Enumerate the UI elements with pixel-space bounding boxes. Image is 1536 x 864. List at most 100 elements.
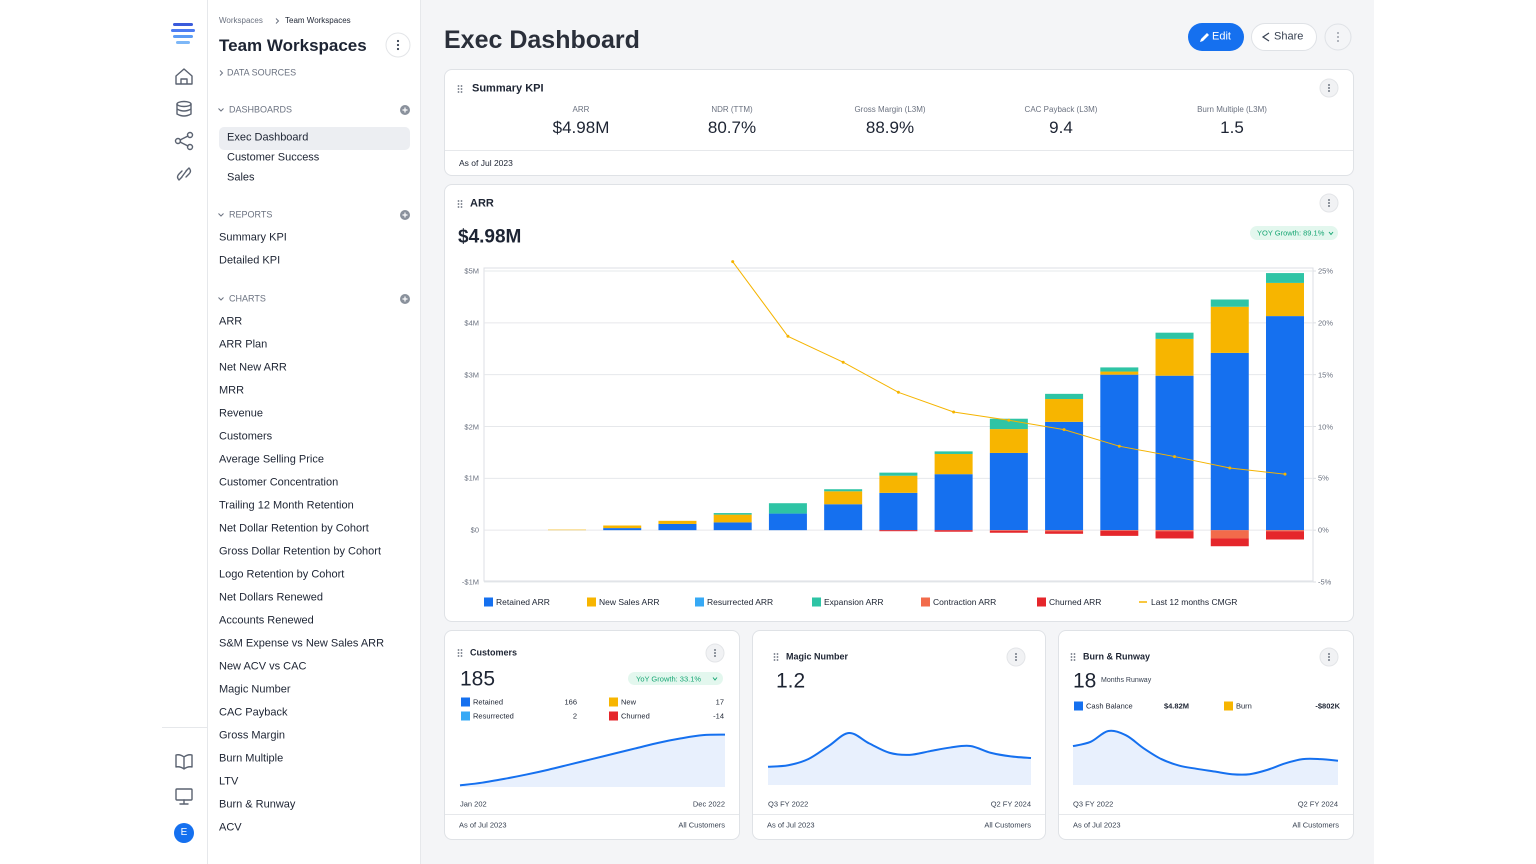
- line-point: [1007, 418, 1011, 422]
- nav-item[interactable]: Magic Number: [219, 683, 291, 696]
- legend-label: Churned ARR: [1049, 596, 1102, 607]
- nav-item[interactable]: Revenue: [219, 407, 264, 420]
- drag-handle-dot: [457, 200, 460, 202]
- database-icon[interactable]: [176, 100, 192, 117]
- edit-label[interactable]: Edit: [1212, 30, 1231, 43]
- nav-item[interactable]: Burn & Runway: [219, 798, 296, 811]
- menu-dot: [1015, 653, 1017, 655]
- summary-kpi-card: [444, 69, 1354, 176]
- legend-label: Burn: [1236, 701, 1252, 711]
- bar-segment: [713, 513, 752, 515]
- monitor-icon[interactable]: [175, 788, 193, 805]
- nav-item[interactable]: Customers: [219, 430, 273, 443]
- y-tick-label: $5M: [464, 266, 479, 276]
- bar-segment: [879, 530, 918, 532]
- section-title[interactable]: REPORTS: [229, 209, 273, 220]
- share-icon: [1261, 32, 1270, 42]
- drag-handle-dot: [1070, 659, 1073, 661]
- nav-item[interactable]: ARR: [219, 315, 243, 328]
- nav-item[interactable]: Trailing 12 Month Retention: [219, 499, 354, 512]
- avatar-letter[interactable]: E: [180, 827, 188, 838]
- nav-item[interactable]: Net Dollars Renewed: [219, 591, 323, 604]
- x-label: Q3 FY 2022: [1073, 799, 1114, 809]
- nav-item[interactable]: ARR Plan: [219, 338, 268, 351]
- bar-segment: [603, 528, 642, 531]
- y-tick-label: -$1M: [461, 577, 479, 587]
- line-point: [952, 410, 956, 414]
- area: [1073, 730, 1338, 785]
- bar-segment: [1100, 374, 1139, 531]
- drag-handle-dot: [776, 659, 779, 661]
- legend-value: 166: [564, 697, 577, 707]
- nav-item[interactable]: Gross Margin: [219, 729, 286, 742]
- kpi-label: Burn Multiple (L3M): [1197, 105, 1267, 115]
- bar-segment: [1155, 375, 1194, 531]
- chevron: [218, 213, 224, 217]
- line-point: [1173, 455, 1177, 459]
- nav-item[interactable]: Exec Dashboard: [227, 131, 309, 144]
- link-icon[interactable]: [176, 167, 192, 181]
- workspace-title: Team Workspaces: [219, 35, 367, 55]
- active-item: [219, 127, 410, 150]
- drag-handle-dot: [773, 656, 776, 658]
- share-icon[interactable]: [174, 131, 194, 151]
- nav-item[interactable]: Logo Retention by Cohort: [219, 568, 345, 581]
- legend-label: Last 12 months CMGR: [1151, 596, 1238, 607]
- nav-item[interactable]: Detailed KPI: [219, 254, 281, 267]
- home-icon[interactable]: [175, 68, 193, 85]
- bar-segment: [934, 453, 973, 475]
- nav-item[interactable]: Net Dollar Retention by Cohort: [219, 522, 369, 535]
- menu-dot: [1015, 656, 1017, 658]
- breadcrumb-link[interactable]: Workspaces: [219, 16, 263, 26]
- section-title[interactable]: DASHBOARDS: [229, 104, 293, 115]
- section-title[interactable]: CHARTS: [229, 293, 266, 304]
- y-tick-label: $2M: [464, 422, 479, 431]
- bar-segment: [658, 520, 697, 524]
- bar-segment: [989, 530, 1028, 531]
- nav-item[interactable]: LTV: [219, 775, 239, 788]
- drag-handle-dot: [773, 653, 776, 655]
- kpi-value: 9.4: [1049, 117, 1073, 137]
- bar-segment: [1155, 332, 1194, 339]
- kpi-label: ARR: [572, 105, 590, 115]
- legend-label: Expansion ARR: [824, 596, 884, 607]
- nav-item[interactable]: Average Selling Price: [219, 453, 324, 466]
- nav-item[interactable]: Gross Dollar Retention by Cohort: [219, 545, 382, 558]
- nav-item[interactable]: Burn Multiple: [219, 752, 284, 765]
- card-title: Burn & Runway: [1083, 651, 1151, 662]
- edit-button[interactable]: [1188, 23, 1244, 51]
- bar-segment: [1210, 299, 1249, 307]
- y-tick-label: $0: [470, 525, 479, 535]
- book-icon[interactable]: [175, 754, 193, 770]
- nav-item[interactable]: Summary KPI: [219, 231, 287, 244]
- nav-item[interactable]: Customer Success: [227, 151, 320, 164]
- nav-item[interactable]: MRR: [219, 384, 245, 397]
- nav-item[interactable]: New ACV vs CAC: [219, 660, 307, 673]
- nav-item[interactable]: Accounts Renewed: [219, 614, 314, 627]
- y2-tick-label: 15%: [1318, 370, 1334, 380]
- card-footer: All Customers: [678, 820, 725, 830]
- add-icon: [402, 296, 408, 302]
- legend-label: Cash Balance: [1086, 701, 1133, 711]
- avatar[interactable]: [174, 823, 194, 843]
- nav-item[interactable]: Sales: [227, 171, 255, 184]
- y2-tick-label: 5%: [1318, 473, 1329, 483]
- share-label[interactable]: Share: [1274, 30, 1304, 43]
- nav-item[interactable]: CAC Payback: [219, 706, 288, 719]
- card-footer-divider: [753, 814, 1045, 815]
- y-tick-label: $1M: [464, 473, 479, 483]
- x-label: Q3 FY 2022: [768, 799, 809, 809]
- bar-segment: [1210, 306, 1249, 353]
- nav-item[interactable]: ACV: [219, 821, 242, 834]
- line-point: [1117, 444, 1121, 448]
- chevron: [218, 108, 224, 112]
- card-footer-divider: [1059, 814, 1353, 815]
- bar-segment: [1210, 530, 1249, 539]
- menu-dot: [714, 652, 716, 654]
- kpi-value: 1.5: [1220, 117, 1244, 137]
- card-title: Magic Number: [786, 651, 849, 662]
- nav-item[interactable]: Customer Concentration: [219, 476, 339, 489]
- nav-item[interactable]: Net New ARR: [219, 361, 287, 374]
- section-title[interactable]: DATA SOURCES: [227, 67, 297, 78]
- nav-item[interactable]: S&M Expense vs New Sales ARR: [219, 637, 385, 650]
